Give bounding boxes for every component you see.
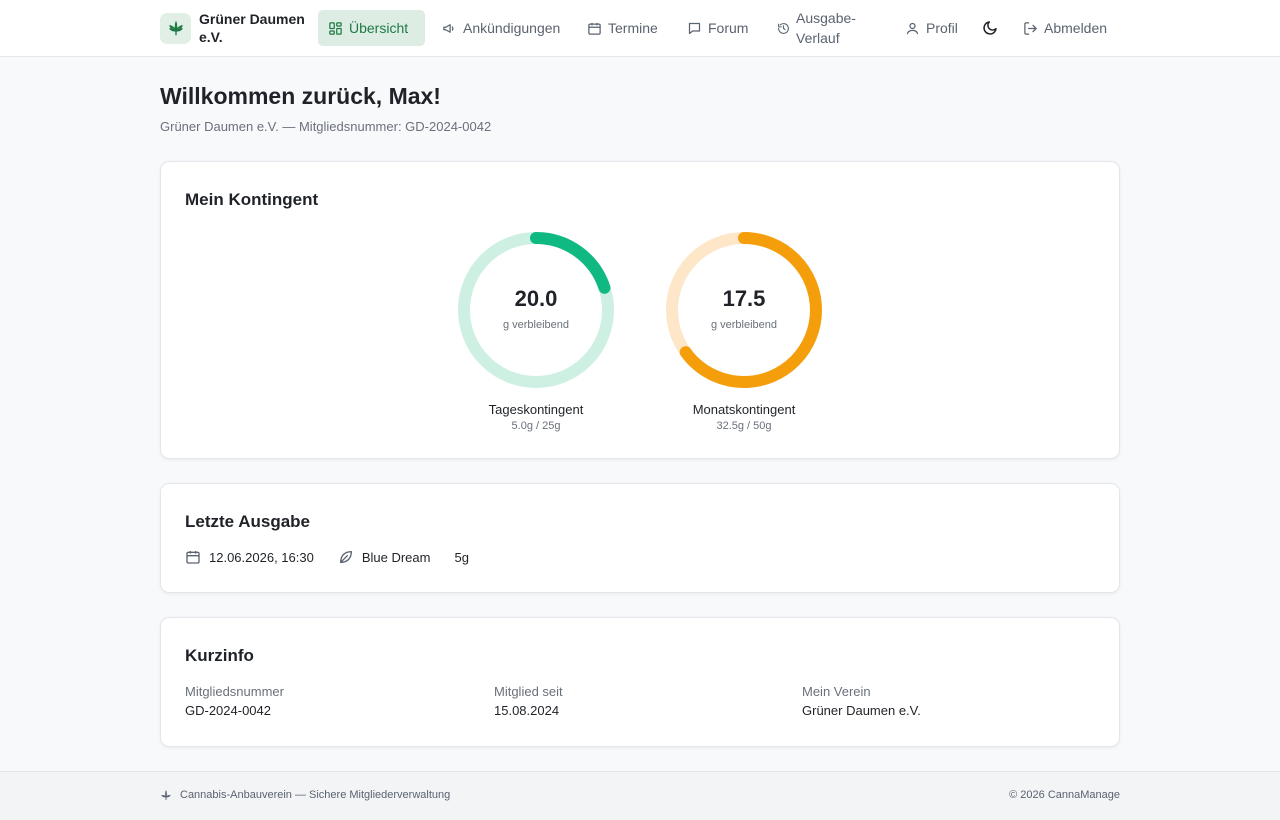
logout-icon bbox=[1024, 21, 1037, 35]
chat-icon bbox=[688, 22, 701, 34]
footer-copyright: © 2026 CannaManage bbox=[1009, 789, 1120, 801]
footer-tagline-text: Cannabis-Anbauverein — Sichere Mitgliede… bbox=[180, 789, 451, 801]
nav-item-forum[interactable]: Forum bbox=[677, 10, 758, 46]
dispensation-date-text: 12.06.2026, 16:30 bbox=[209, 549, 314, 565]
daily-remaining-value: 20.0 bbox=[514, 286, 558, 311]
monthly-quota-ring bbox=[666, 232, 822, 388]
footer: Cannabis-Anbauverein — Sichere Mitgliede… bbox=[0, 771, 1280, 820]
page-subtitle: Grüner Daumen e.V. — Mitgliedsnummer: GD… bbox=[160, 119, 492, 134]
info-value: 15.08.2024 bbox=[494, 703, 560, 718]
last-dispensation-details: 12.06.2026, 16:30 Blue Dream 5g bbox=[185, 549, 493, 565]
info-member-since: Mitglied seit 15.08.2024 bbox=[494, 684, 563, 718]
nav-item-ausgabe-verlauf[interactable]: Ausgabe-Verlauf bbox=[767, 10, 879, 46]
daily-quota-ring bbox=[458, 232, 614, 388]
history-icon bbox=[778, 22, 789, 34]
theme-toggle-button[interactable] bbox=[978, 16, 1002, 40]
info-label: Mitgliedsnummer bbox=[185, 684, 284, 699]
short-info-card: Kurzinfo Mitgliedsnummer GD-2024-0042 Mi… bbox=[160, 617, 1120, 747]
daily-quota-label: Tageskontingent bbox=[488, 402, 584, 417]
nav-item-termine[interactable]: Termine bbox=[577, 10, 668, 46]
dispensation-strain-text: Blue Dream bbox=[361, 549, 431, 565]
monthly-quota-gauge: 17.5 g verbleibend Monatskontingent 32.5… bbox=[644, 230, 844, 432]
dashboard-icon bbox=[329, 21, 342, 35]
monthly-quota-label: Monatskontingent bbox=[692, 402, 796, 417]
user-icon bbox=[906, 22, 919, 34]
info-label: Mitglied seit bbox=[494, 684, 563, 699]
last-dispensation-title: Letzte Ausgabe bbox=[185, 512, 311, 531]
monthly-ring-progress bbox=[666, 232, 822, 388]
monthly-quota-detail: 32.5g / 50g bbox=[716, 420, 772, 432]
short-info-title: Kurzinfo bbox=[185, 646, 254, 665]
calendar-icon bbox=[588, 22, 601, 35]
daily-ring-progress bbox=[458, 232, 614, 388]
moon-icon bbox=[983, 21, 997, 35]
dispensation-strain: Blue Dream bbox=[338, 549, 431, 565]
page-title: Willkommen zurück, Max! bbox=[160, 83, 441, 109]
info-member-number: Mitgliedsnummer GD-2024-0042 bbox=[185, 684, 284, 718]
nav-item-uebersicht[interactable]: Übersicht bbox=[318, 10, 425, 46]
info-value: Grüner Daumen e.V. bbox=[802, 703, 921, 718]
dispensation-amount: 5g bbox=[454, 550, 468, 565]
nav-item-abmelden[interactable]: Abmelden bbox=[1013, 10, 1117, 46]
daily-quota-detail: 5.0g / 25g bbox=[511, 420, 561, 432]
footer-tagline: Cannabis-Anbauverein — Sichere Mitgliede… bbox=[160, 789, 450, 801]
monthly-remaining-unit: g verbleibend bbox=[710, 319, 778, 331]
kontingent-card: Mein Kontingent 20.0 g verbleibend Tages… bbox=[160, 161, 1120, 459]
nav-label: Termine bbox=[608, 20, 658, 36]
nav-label: Ausgabe-Verlauf bbox=[796, 10, 856, 46]
daily-quota-gauge: 20.0 g verbleibend Tageskontingent 5.0g … bbox=[436, 230, 636, 432]
nav-item-ankuendigungen[interactable]: Ankündigungen bbox=[432, 10, 570, 46]
dispensation-amount-text: 5g bbox=[454, 549, 469, 565]
cannabis-leaf-icon bbox=[161, 790, 171, 800]
brand[interactable]: Grüner Daumen e.V. bbox=[160, 10, 309, 46]
daily-remaining-unit: g verbleibend bbox=[502, 319, 570, 331]
info-value: GD-2024-0042 bbox=[185, 703, 271, 718]
dispensation-date: 12.06.2026, 16:30 bbox=[185, 549, 314, 565]
brand-name: Grüner Daumen e.V. bbox=[199, 11, 305, 45]
megaphone-icon bbox=[443, 23, 454, 33]
nav-label: Übersicht bbox=[349, 20, 409, 36]
info-label: Mein Verein bbox=[802, 684, 871, 699]
nav-label: Forum bbox=[708, 20, 749, 36]
kontingent-title: Mein Kontingent bbox=[185, 190, 319, 209]
leaf-icon bbox=[339, 551, 352, 563]
last-dispensation-card: Letzte Ausgabe 12.06.2026, 16:30 Blue Dr… bbox=[160, 483, 1120, 593]
nav-label: Profil bbox=[926, 20, 958, 36]
monthly-remaining-value: 17.5 bbox=[722, 286, 766, 311]
top-navigation-bar: Grüner Daumen e.V. Übersicht Ankündigung… bbox=[0, 0, 1280, 57]
cannabis-leaf-icon bbox=[160, 12, 191, 44]
nav-item-profil[interactable]: Profil bbox=[895, 10, 968, 46]
nav-label: Ankündigungen bbox=[463, 20, 561, 36]
info-club: Mein Verein Grüner Daumen e.V. bbox=[802, 684, 921, 718]
calendar-icon bbox=[186, 551, 200, 564]
nav-label: Abmelden bbox=[1044, 20, 1108, 36]
